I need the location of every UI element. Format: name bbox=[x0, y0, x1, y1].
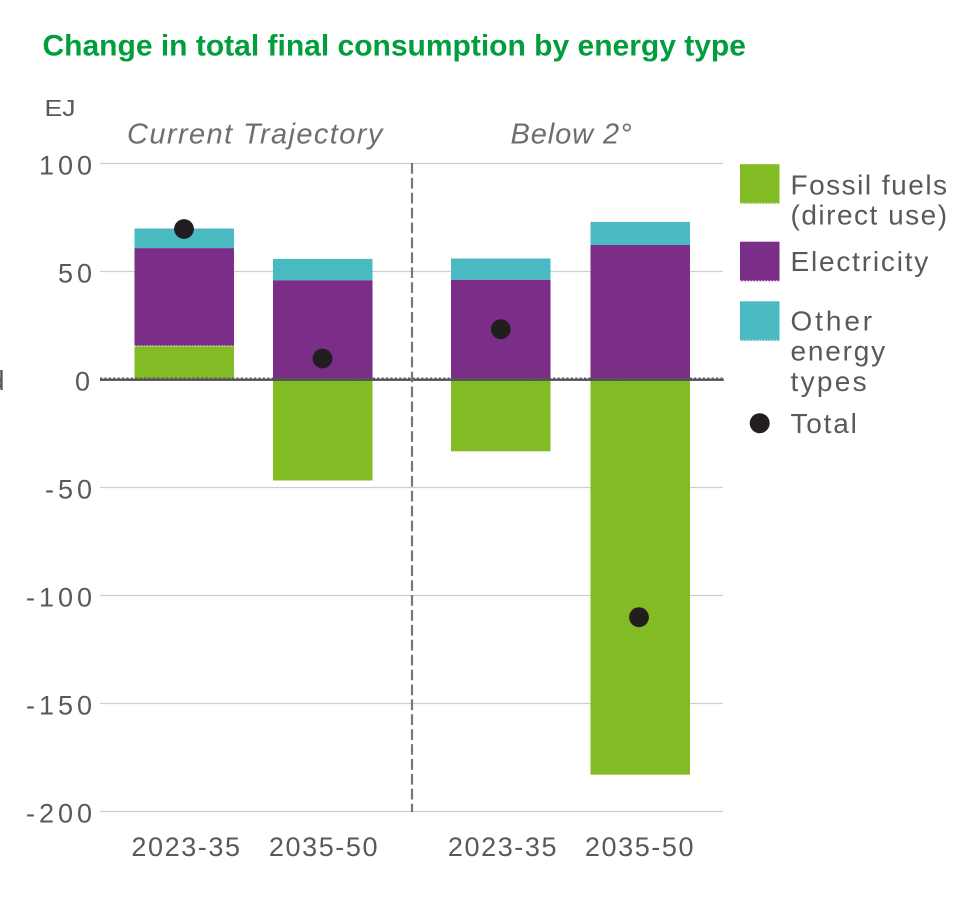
svg-text:-100: -100 bbox=[26, 583, 96, 613]
svg-text:0: 0 bbox=[75, 367, 94, 397]
svg-text:50: 50 bbox=[58, 259, 96, 289]
svg-text:Change in total final consumpt: Change in total final consumption by ene… bbox=[43, 30, 746, 63]
svg-text:(direct use): (direct use) bbox=[791, 200, 949, 231]
svg-text:100: 100 bbox=[39, 151, 96, 181]
svg-text:energy: energy bbox=[791, 336, 887, 367]
svg-text:Total: Total bbox=[791, 408, 859, 439]
svg-text:2023-35: 2023-35 bbox=[131, 832, 241, 862]
svg-text:Current Trajectory: Current Trajectory bbox=[127, 119, 384, 151]
svg-text:d: d bbox=[0, 365, 5, 396]
svg-text:Below 2°: Below 2° bbox=[511, 119, 633, 151]
svg-text:Electricity: Electricity bbox=[791, 246, 931, 277]
svg-text:-150: -150 bbox=[26, 691, 96, 721]
svg-text:-200: -200 bbox=[26, 799, 96, 829]
svg-text:-50: -50 bbox=[45, 475, 96, 505]
svg-text:2035-50: 2035-50 bbox=[585, 832, 695, 862]
svg-text:2035-50: 2035-50 bbox=[269, 832, 379, 862]
svg-text:EJ: EJ bbox=[45, 95, 76, 121]
svg-text:Fossil fuels: Fossil fuels bbox=[791, 170, 949, 201]
svg-text:2023-35: 2023-35 bbox=[448, 832, 558, 862]
svg-text:Other: Other bbox=[791, 305, 876, 336]
svg-text:types: types bbox=[791, 366, 869, 397]
